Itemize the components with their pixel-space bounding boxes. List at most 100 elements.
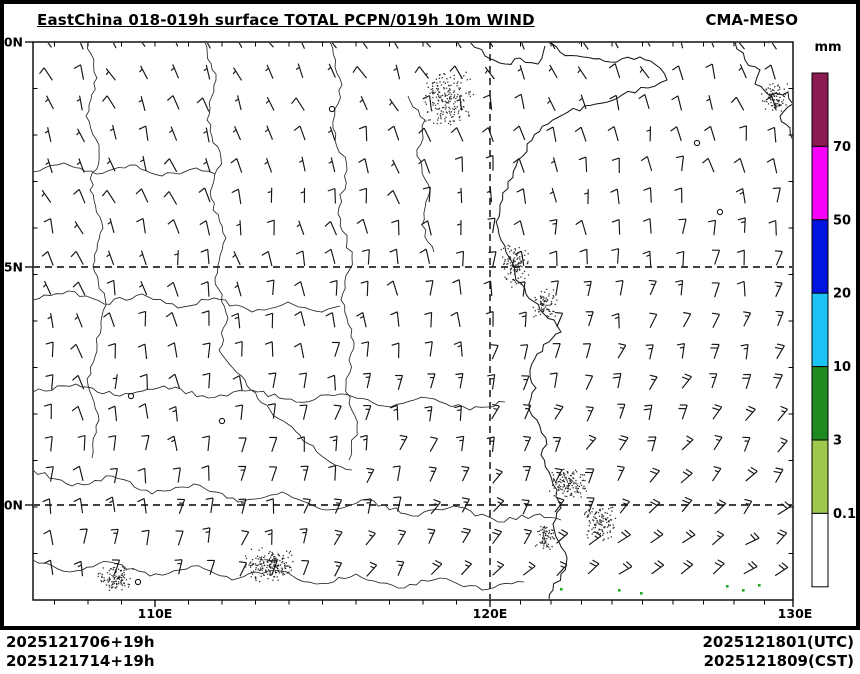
- wind-barb: [612, 372, 622, 389]
- terrain-speckle: [440, 95, 442, 97]
- terrain-speckle: [551, 536, 553, 538]
- terrain-speckle: [262, 559, 264, 561]
- terrain-speckle: [263, 556, 265, 559]
- terrain-speckle: [458, 87, 460, 89]
- wind-barb: [680, 559, 694, 575]
- terrain-speckle: [507, 260, 509, 262]
- terrain-speckle: [260, 567, 262, 569]
- terrain-speckle: [453, 82, 455, 84]
- wind-barb: [454, 156, 464, 172]
- wind-barb: [70, 343, 83, 359]
- terrain-speckle: [543, 307, 545, 310]
- terrain-speckle: [281, 562, 283, 564]
- terrain-speckle: [521, 272, 524, 275]
- terrain-speckle: [449, 97, 451, 99]
- valid-cst: 2025121809(CST): [703, 652, 854, 670]
- terrain-speckle: [440, 112, 442, 115]
- terrain-speckle: [113, 566, 116, 569]
- terrain-speckle: [108, 576, 110, 579]
- terrain-speckle: [282, 560, 284, 563]
- terrain-speckle: [513, 265, 515, 267]
- terrain-speckle: [118, 575, 120, 577]
- terrain-speckle: [573, 473, 575, 475]
- terrain-speckle: [548, 533, 550, 535]
- terrain-speckle: [453, 74, 455, 77]
- wind-barb: [387, 189, 400, 205]
- terrain-speckle: [467, 111, 470, 113]
- terrain-speckle: [542, 296, 544, 298]
- terrain-speckle: [546, 288, 548, 290]
- wind-barb: [549, 219, 558, 235]
- wind-barb: [261, 251, 273, 267]
- terrain-speckle: [272, 553, 274, 555]
- wind-barb: [427, 373, 436, 389]
- terrain-speckle: [249, 566, 252, 568]
- terrain-speckle: [107, 581, 109, 583]
- terrain-speckle: [571, 484, 573, 487]
- terrain-speckle: [434, 91, 436, 93]
- terrain-speckle: [518, 265, 520, 268]
- terrain-speckle: [121, 574, 124, 577]
- terrain-speckle: [269, 558, 271, 560]
- terrain-speckle: [463, 75, 465, 77]
- wind-barb: [232, 67, 243, 81]
- terrain-speckle: [283, 573, 286, 576]
- terrain-speckle: [264, 558, 266, 561]
- wind-barb: [739, 125, 747, 141]
- terrain-speckle: [576, 485, 579, 487]
- terrain-speckle: [539, 541, 541, 544]
- terrain-speckle: [569, 479, 571, 481]
- wind-barb: [615, 280, 624, 296]
- terrain-speckle: [113, 577, 115, 579]
- terrain-speckle: [771, 105, 773, 107]
- wind-barb: [549, 372, 558, 388]
- terrain-speckle: [540, 297, 542, 299]
- terrain-speckle: [592, 508, 594, 510]
- terrain-speckle: [585, 511, 587, 513]
- terrain-speckle: [567, 490, 569, 492]
- terrain-speckle: [601, 513, 603, 516]
- wind-barb: [334, 561, 343, 577]
- terrain-speckle: [269, 574, 271, 576]
- wind-barb: [105, 68, 116, 81]
- terrain-speckle: [436, 123, 438, 125]
- terrain-speckle: [511, 286, 513, 288]
- terrain-speckle: [552, 295, 554, 297]
- terrain-speckle: [439, 81, 441, 83]
- terrain-speckle: [594, 531, 596, 533]
- wind-barb: [391, 342, 400, 359]
- wind-barb: [366, 561, 378, 577]
- wind-barb: [238, 43, 243, 48]
- wind-barb: [738, 64, 747, 79]
- wind-barb: [514, 250, 525, 266]
- terrain-speckle: [274, 561, 276, 563]
- terrain-speckle: [595, 511, 597, 513]
- terrain-speckle: [430, 88, 432, 90]
- legend-segment: [811, 439, 829, 514]
- terrain-speckle: [456, 106, 458, 108]
- terrain-speckle: [601, 508, 604, 510]
- terrain-speckle: [570, 492, 573, 495]
- wind-barb: [236, 220, 242, 236]
- wind-barb: [425, 43, 431, 48]
- terrain-speckle: [601, 529, 603, 531]
- terrain-speckle: [523, 270, 526, 273]
- terrain-speckle: [564, 495, 566, 497]
- terrain-speckle: [458, 116, 460, 119]
- wind-barb: [549, 187, 557, 203]
- terrain-speckle: [444, 92, 446, 94]
- terrain-speckle: [122, 582, 125, 584]
- terrain-speckle: [103, 579, 105, 582]
- wind-barb: [520, 344, 529, 360]
- terrain-speckle: [455, 107, 457, 110]
- wind-barb: [238, 465, 247, 481]
- wind-barb: [585, 374, 594, 390]
- chart-title: EastChina 018-019h surface TOTAL PCPN/01…: [37, 11, 535, 29]
- wind-barb: [681, 435, 694, 451]
- terrain-speckle: [573, 481, 575, 483]
- wind-barb: [424, 311, 433, 328]
- wind-barb: [299, 528, 308, 544]
- terrain-speckle: [553, 296, 555, 298]
- terrain-speckle: [432, 101, 434, 104]
- terrain-speckle: [607, 537, 609, 539]
